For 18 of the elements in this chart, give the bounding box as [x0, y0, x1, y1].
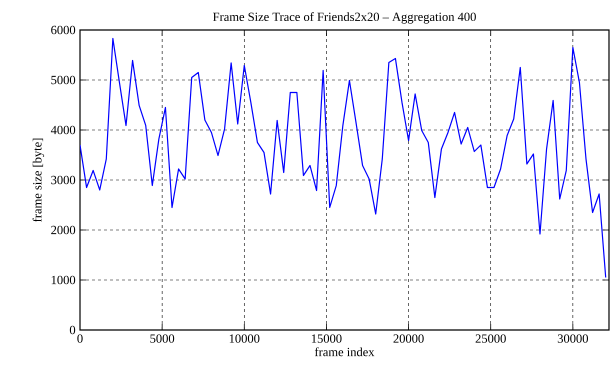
y-tick-label: 2000: [51, 226, 76, 234]
y-tick-label: 4000: [50, 126, 76, 134]
x-tick-label: 20000: [393, 334, 424, 343]
x-tick-label: 0: [77, 334, 83, 343]
chart-title: Frame Size Trace of Friends2x20 – Aggregation 400: [213, 12, 476, 24]
y-tick-label: 6000: [51, 26, 76, 34]
y-tick-label: 0: [70, 326, 76, 334]
x-tick-label: 5000: [150, 334, 174, 343]
y-axis-title: frame size [byte]: [32, 138, 44, 222]
x-tick-label: 10000: [230, 334, 260, 343]
x-axis-title: frame index: [314, 347, 374, 356]
y-tick-label: 5000: [51, 76, 76, 84]
x-tick-label: 15000: [312, 334, 342, 343]
x-tick-label: 30000: [558, 334, 588, 343]
x-tick-label: 25000: [476, 334, 506, 343]
line-series: [80, 38, 606, 278]
y-tick-label: 1000: [52, 276, 76, 284]
y-tick-label: 3000: [51, 176, 76, 184]
